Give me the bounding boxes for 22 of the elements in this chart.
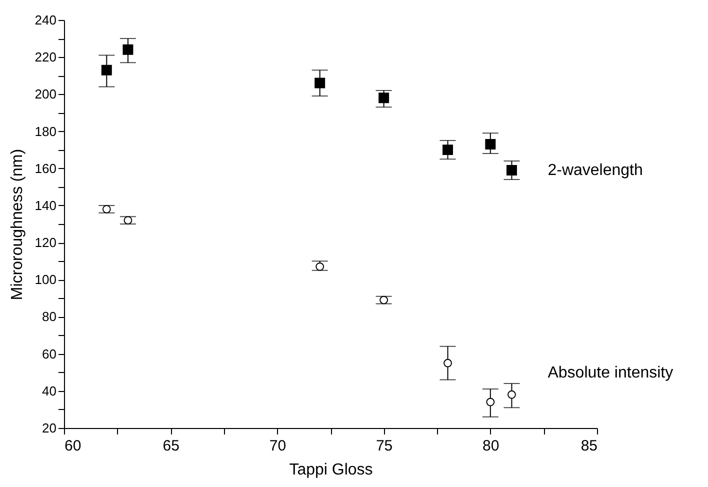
y-tick-label: 40 [42,383,56,398]
x-tick-label: 80 [482,438,500,454]
y-tick-label: 80 [42,309,56,324]
y-tick-label: 100 [34,272,56,288]
y-tick-label: 200 [34,86,56,102]
y-tick-label: 140 [34,198,56,213]
x-tick-label: 85 [580,438,598,454]
x-tick-label: 65 [162,438,180,454]
y-tick-label: 220 [34,50,56,65]
y-tick-label: 120 [34,235,56,250]
y-axis-title: Microroughness (nm) [8,148,26,300]
x-tick-label: 75 [376,438,393,454]
x-axis-title: Tappi Gloss [289,462,373,478]
series-label: 2-wavelength [548,162,643,180]
y-tick-label: 20 [42,420,56,436]
y-tick-label: 180 [34,124,56,139]
y-tick-label: 160 [34,160,56,176]
y-tick-label: 60 [42,346,56,362]
y-tick-label: 240 [34,12,56,28]
x-tick-label: 60 [64,438,82,454]
x-tick-label: 70 [269,438,286,454]
text: Absolute intensity [548,364,674,382]
